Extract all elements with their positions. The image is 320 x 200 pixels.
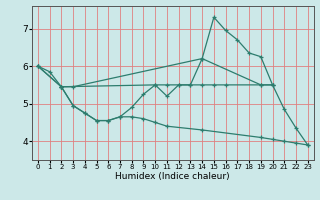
X-axis label: Humidex (Indice chaleur): Humidex (Indice chaleur): [116, 172, 230, 181]
